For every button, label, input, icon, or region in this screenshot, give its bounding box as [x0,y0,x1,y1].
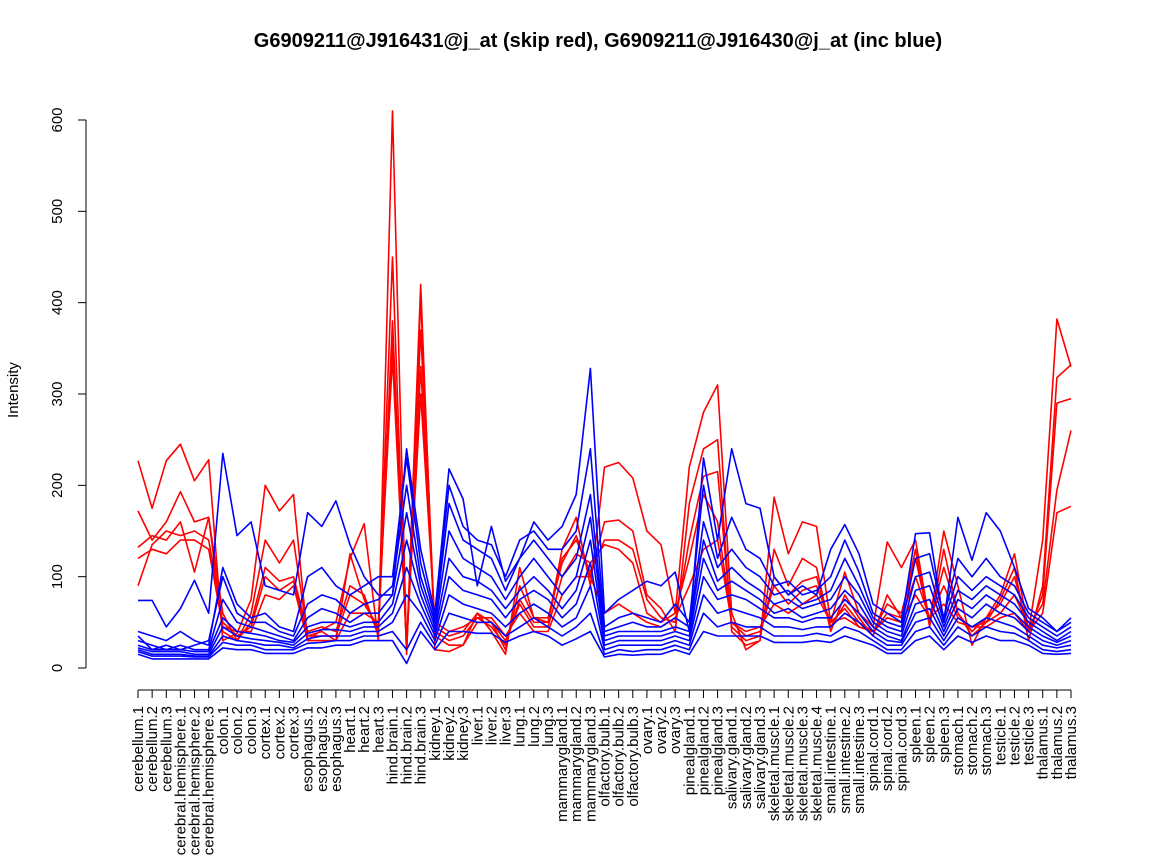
x-tick-label: colon.1 [215,706,232,754]
x-tick-label: kidney.2 [441,706,458,761]
x-tick-label: pinealgland.3 [710,706,727,795]
x-axis: cerebellum.1cerebellum.2cerebellum.3cere… [130,689,1080,855]
x-tick-label: cerebral.hemisphere.2 [187,706,204,855]
series-line-1 [137,110,1072,656]
x-tick-label: ovary.1 [639,706,656,754]
series-layer [137,110,1072,665]
x-tick-label: stomach.1 [950,706,967,775]
series-line-12 [137,584,1072,657]
x-tick-label: stomach.2 [964,706,981,775]
x-tick-label: lung.1 [512,706,529,747]
x-tick-label: small.intestine.3 [851,706,868,814]
x-tick-label: cerebellum.1 [130,706,147,792]
y-tick-label: 0 [49,664,66,672]
x-tick-label: mammarygland.2 [568,706,585,822]
x-tick-label: spinal.cord.3 [893,706,910,791]
x-tick-label: esophagus.3 [328,706,345,792]
x-tick-label: spinal.cord.1 [865,706,882,791]
y-tick-label: 300 [49,381,66,406]
x-tick-label: liver.3 [498,706,515,745]
x-tick-label: esophagus.2 [314,706,331,792]
x-tick-label: hind.brain.3 [413,706,430,784]
x-tick-label: cortex.1 [257,706,274,759]
x-tick-label: small.intestine.2 [837,706,854,814]
x-tick-label: cortex.2 [271,706,288,759]
x-tick-label: hind.brain.1 [384,706,401,784]
x-tick-label: olfactory.bulb.1 [597,706,614,807]
x-tick-label: olfactory.bulb.3 [625,706,642,807]
y-tick-label: 100 [49,564,66,589]
x-tick-label: cerebral.hemisphere.1 [172,706,189,855]
y-axis: 0 100 200 300 400 500 600 [49,107,87,672]
x-tick-label: spinal.cord.2 [879,706,896,791]
x-tick-label: spleen.2 [922,706,939,763]
x-tick-label: cerebellum.2 [144,706,161,792]
x-tick-label: ovary.2 [653,706,670,754]
x-tick-label: skeletal.muscle.2 [780,706,797,821]
x-tick-label: thalamus.1 [1035,706,1052,779]
x-tick-label: thalamus.3 [1063,706,1080,779]
y-axis-label: Intensity [5,362,22,418]
x-tick-label: hind.brain.2 [399,706,416,784]
x-tick-label: esophagus.1 [300,706,317,792]
x-tick-label: skeletal.muscle.1 [766,706,783,821]
x-tick-label: kidney.1 [427,706,444,761]
y-tick-label: 500 [49,199,66,224]
x-tick-label: small.intestine.1 [823,706,840,814]
x-tick-label: colon.3 [243,706,260,754]
x-tick-label: kidney.3 [455,706,472,761]
x-tick-label: pinealgland.2 [695,706,712,795]
chart-title: G6909211@J916431@j_at (skip red), G69092… [253,30,943,52]
x-tick-label: spleen.1 [908,706,925,763]
x-tick-label: salivary.gland.3 [752,706,769,809]
x-tick-label: ovary.3 [667,706,684,754]
x-tick-label: liver.2 [483,706,500,745]
x-tick-label: heart.1 [342,706,359,753]
series-line-11 [137,562,1072,656]
x-tick-label: pinealgland.1 [681,706,698,795]
x-tick-label: spleen.3 [936,706,953,763]
x-tick-label: skeletal.muscle.3 [794,706,811,821]
y-tick-label: 600 [49,107,66,132]
x-tick-label: lung.3 [540,706,557,747]
x-tick-label: testicle.1 [992,706,1009,765]
y-tick-label: 200 [49,473,66,498]
series-line-13 [137,612,1072,658]
x-tick-label: cortex.3 [286,706,303,759]
x-tick-label: testicle.3 [1021,706,1038,765]
x-tick-label: salivary.gland.1 [724,706,741,809]
x-tick-label: thalamus.2 [1049,706,1066,779]
series-line-2 [137,256,1072,656]
x-tick-label: lung.2 [526,706,543,747]
x-tick-label: stomach.3 [978,706,995,775]
x-tick-label: mammarygland.1 [554,706,571,822]
series-line-14 [137,630,1072,665]
x-tick-label: olfactory.bulb.2 [611,706,628,807]
x-tick-label: mammarygland.3 [582,706,599,822]
series-line-6 [138,367,1072,633]
x-tick-label: heart.2 [356,706,373,753]
x-tick-label: colon.2 [229,706,246,754]
x-tick-label: liver.1 [469,706,486,745]
x-tick-label: testicle.2 [1006,706,1023,765]
x-tick-label: salivary.gland.2 [738,706,755,809]
x-tick-label: heart.3 [370,706,387,753]
x-tick-label: skeletal.muscle.4 [809,706,826,821]
y-tick-label: 400 [49,290,66,315]
x-tick-label: cerebellum.3 [158,706,175,792]
x-tick-label: cerebral.hemisphere.3 [201,706,218,855]
